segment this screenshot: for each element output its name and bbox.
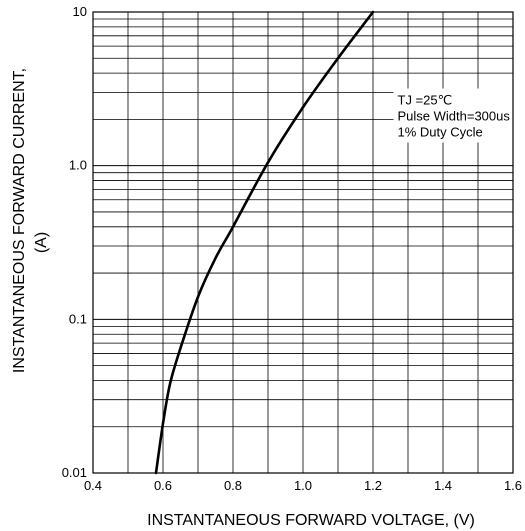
x-tick-label: 1.0 bbox=[294, 478, 312, 493]
series-layer bbox=[154, 10, 375, 475]
x-tick-label: 0.8 bbox=[224, 478, 242, 493]
x-axis-label: INSTANTANEOUS FORWARD VOLTAGE, (V) bbox=[147, 512, 475, 529]
annotation-layer: TJ =25℃ Pulse Width=300us 1% Duty Cycle bbox=[393, 88, 522, 143]
y-axis-label-line-2: (A) bbox=[33, 232, 50, 253]
annotation-box bbox=[393, 88, 522, 143]
annotation-line-conditions: TJ =25℃ bbox=[398, 93, 453, 108]
y-axis-label-line-1: INSTANTANEOUS FORWARD CURRENT, bbox=[11, 68, 28, 373]
annotation-line-pulse-width: Pulse Width=300us bbox=[398, 109, 511, 124]
x-tick-label: 1.2 bbox=[364, 478, 382, 493]
y-tick-label: 0.1 bbox=[69, 311, 87, 326]
y-tick-label: 1.0 bbox=[69, 158, 87, 173]
grid bbox=[93, 12, 513, 473]
x-tick-label: 1.4 bbox=[434, 478, 452, 493]
x-tick-label: 1.6 bbox=[504, 478, 522, 493]
plot-area-frame bbox=[92, 11, 514, 474]
y-tick-label: 10 bbox=[73, 4, 87, 19]
x-tick-label: 0.4 bbox=[84, 478, 102, 493]
series-line bbox=[154, 10, 375, 475]
x-tick-label: 0.6 bbox=[154, 478, 172, 493]
annotation-line-duty-cycle: 1% Duty Cycle bbox=[398, 125, 483, 140]
y-tick-label: 0.01 bbox=[62, 465, 87, 480]
tick-labels: 0.4 0.6 0.8 1.0 1.2 1.4 1.6 0.01 0.1 1.0 10 bbox=[62, 4, 522, 493]
